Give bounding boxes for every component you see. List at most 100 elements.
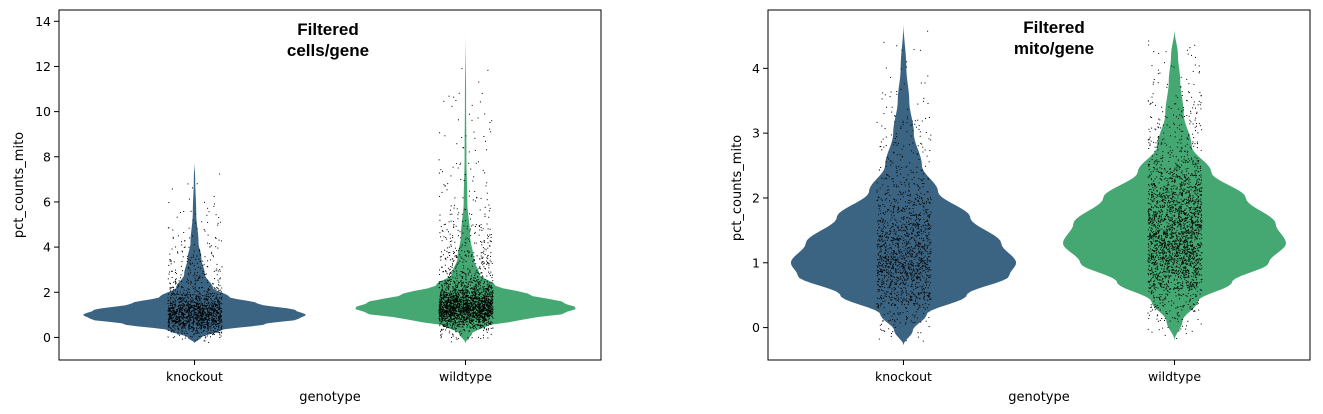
left-data-point: [199, 310, 201, 312]
left-data-point: [474, 292, 476, 294]
right-data-point: [908, 293, 910, 295]
left-data-point: [478, 336, 479, 338]
left-data-point: [172, 281, 174, 283]
left-data-point: [191, 301, 193, 303]
left-data-point: [490, 298, 492, 300]
left-data-point: [469, 314, 471, 316]
left-data-point: [479, 209, 481, 211]
left-data-point: [211, 314, 212, 316]
left-data-point: [184, 310, 186, 312]
left-data-point: [473, 302, 475, 304]
left-data-point: [187, 302, 189, 304]
left-data-point: [218, 309, 220, 310]
left-data-point: [452, 276, 454, 278]
left-data-point: [187, 288, 189, 290]
left-data-point: [178, 298, 179, 300]
left-data-point: [454, 320, 456, 322]
left-data-point: [443, 313, 445, 315]
left-data-point: [480, 308, 482, 310]
left-data-point: [481, 289, 483, 291]
left-data-point: [474, 295, 476, 297]
right-data-point: [900, 126, 902, 128]
left-data-point: [203, 318, 205, 320]
left-data-point: [189, 237, 191, 239]
left-data-point: [474, 304, 476, 305]
right-data-point: [893, 237, 895, 239]
left-data-point: [467, 312, 469, 313]
left-data-point: [488, 307, 490, 309]
left-data-point: [217, 224, 219, 226]
left-data-point: [439, 132, 441, 134]
right-data-point: [915, 268, 917, 270]
left-data-point: [464, 320, 466, 322]
left-data-point: [207, 309, 209, 311]
left-data-point: [442, 292, 444, 294]
left-data-point: [445, 312, 447, 314]
left-data-point: [192, 329, 194, 331]
right-data-point: [918, 273, 920, 275]
right-data-point: [879, 240, 881, 242]
left-data-point: [482, 287, 484, 289]
left-data-point: [206, 315, 207, 317]
left-data-point: [179, 307, 181, 309]
right-data-point: [922, 284, 924, 286]
left-data-point: [462, 232, 464, 234]
left-x-tick-label-wildtype: wildtype: [439, 369, 492, 384]
right-data-point: [906, 165, 908, 167]
left-data-point: [463, 320, 465, 322]
left-data-point: [482, 304, 484, 305]
left-data-point: [449, 303, 451, 305]
left-data-point: [193, 313, 195, 315]
right-data-point: [879, 258, 881, 260]
left-data-point: [215, 304, 217, 306]
left-data-point: [214, 320, 216, 322]
left-data-point: [467, 336, 469, 338]
left-data-point: [217, 316, 219, 317]
left-data-point: [454, 322, 456, 324]
left-data-point: [439, 320, 441, 322]
left-data-point: [450, 308, 452, 310]
right-data-point: [894, 305, 896, 306]
left-data-point: [480, 227, 482, 228]
left-data-point: [200, 301, 202, 303]
left-data-point: [485, 301, 487, 303]
left-data-point: [182, 251, 183, 253]
right-data-point: [920, 273, 922, 275]
right-data-point: [883, 178, 885, 180]
left-data-point: [172, 303, 174, 305]
left-data-point: [216, 268, 218, 270]
left-data-point: [487, 309, 489, 311]
left-data-point: [475, 294, 477, 296]
left-data-point: [193, 312, 195, 314]
left-data-point: [207, 303, 209, 305]
left-data-point: [462, 329, 464, 331]
right-data-point: [911, 226, 913, 228]
left-data-point: [463, 292, 465, 294]
left-data-point: [440, 311, 442, 313]
right-data-point: [906, 226, 908, 228]
left-data-point: [213, 318, 215, 320]
right-data-point: [911, 256, 913, 258]
left-data-point: [183, 232, 185, 233]
left-data-point: [197, 331, 199, 333]
left-data-point: [177, 321, 179, 322]
left-data-point: [475, 315, 477, 317]
left-data-point: [174, 311, 176, 313]
left-data-point: [484, 215, 486, 217]
left-data-point: [218, 303, 220, 305]
left-data-point: [198, 328, 200, 330]
left-data-point: [208, 309, 210, 311]
left-data-point: [451, 326, 453, 328]
right-data-point: [879, 255, 881, 257]
left-data-point: [444, 299, 446, 301]
left-data-point: [205, 298, 207, 300]
left-data-point: [460, 308, 462, 309]
left-data-point: [207, 328, 208, 330]
left-data-point: [181, 330, 183, 332]
left-data-point: [213, 316, 215, 318]
left-data-point: [456, 263, 458, 265]
left-data-point: [482, 315, 484, 317]
left-data-point: [475, 263, 477, 265]
left-data-point: [461, 312, 463, 314]
left-data-point: [454, 311, 456, 313]
